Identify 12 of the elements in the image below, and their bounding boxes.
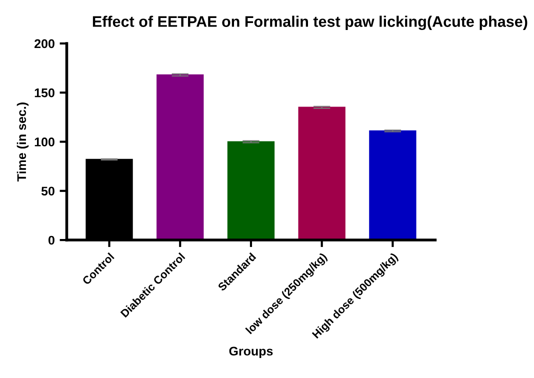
- y-tick-label: 0: [48, 236, 54, 245]
- bar: [156, 74, 204, 240]
- chart-title: Effect of EETPAE on Formalin test paw licking(Acute phase): [92, 16, 528, 30]
- y-axis-title: Time (in sec.): [16, 102, 29, 182]
- bar: [298, 106, 346, 240]
- bar: [369, 130, 416, 240]
- bar: [227, 141, 275, 240]
- y-tick-label: 100: [34, 138, 54, 146]
- y-tick-label: 50: [41, 186, 54, 196]
- x-axis-title: Groups: [229, 346, 273, 358]
- y-tick-label: 150: [34, 88, 54, 98]
- y-tick-label: 200: [34, 39, 54, 48]
